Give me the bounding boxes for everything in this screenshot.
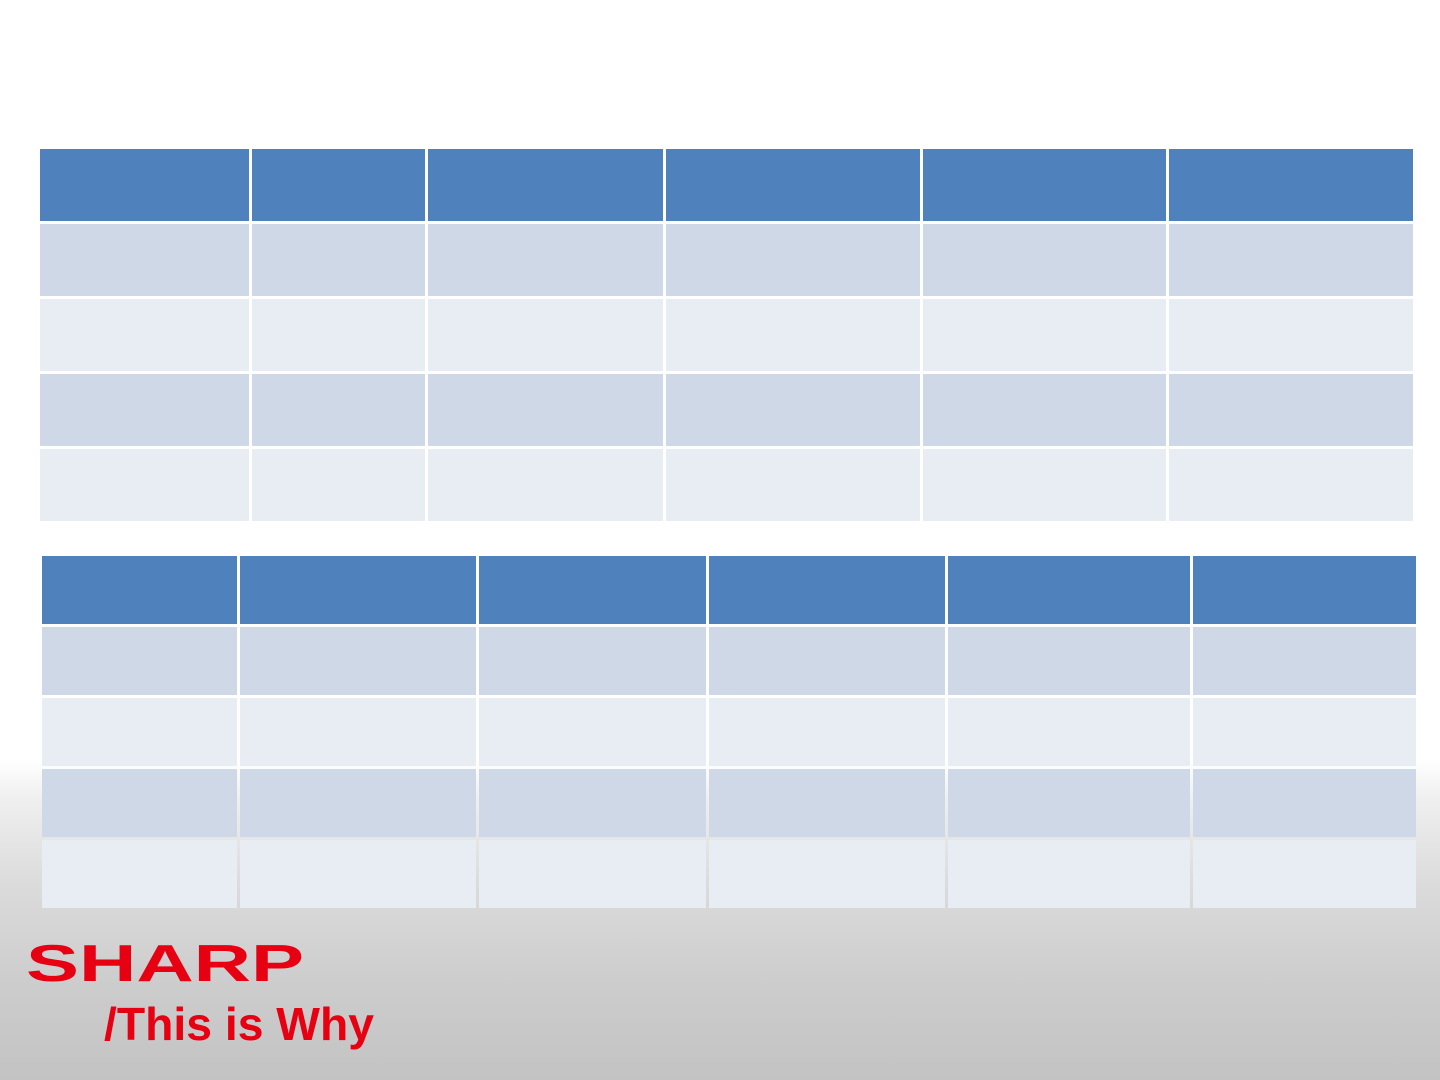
table-cell (948, 769, 1190, 837)
table-cell (709, 769, 945, 837)
top-table (37, 146, 1416, 524)
sharp-wordmark: SHARP (26, 936, 304, 993)
table-cell (42, 698, 237, 766)
table-cell (252, 299, 425, 371)
table-header-cell (1169, 149, 1413, 221)
table-cell (1193, 698, 1416, 766)
table-cell (948, 840, 1190, 908)
table-cell (666, 299, 920, 371)
table-cell (709, 840, 945, 908)
table-cell (1169, 374, 1413, 446)
table-row (42, 627, 1416, 695)
table-cell (948, 627, 1190, 695)
table-row (42, 769, 1416, 837)
table-cell (42, 840, 237, 908)
table-row (40, 299, 1413, 371)
table-header-cell (252, 149, 425, 221)
table-cell (252, 449, 425, 521)
table-cell (709, 698, 945, 766)
table-cell (40, 374, 249, 446)
table-cell (709, 627, 945, 695)
table-cell (923, 299, 1166, 371)
table-header-row (42, 556, 1416, 624)
table-cell (1169, 224, 1413, 296)
table-cell (252, 374, 425, 446)
table-cell (428, 449, 663, 521)
table-header-cell (428, 149, 663, 221)
table-cell (479, 698, 706, 766)
table-cell (240, 769, 476, 837)
sharp-logo-graphic: SHARP /This is Why (26, 936, 374, 1050)
table-cell (1169, 299, 1413, 371)
table-cell (923, 449, 1166, 521)
table-row (42, 698, 1416, 766)
table-cell (666, 224, 920, 296)
table-cell (428, 374, 663, 446)
table-cell (479, 840, 706, 908)
table-header-cell (666, 149, 920, 221)
table-cell (1169, 449, 1413, 521)
table-cell (428, 299, 663, 371)
table-cell (252, 224, 425, 296)
table-header-cell (240, 556, 476, 624)
table-row (42, 840, 1416, 908)
table-cell (666, 374, 920, 446)
table-header-cell (42, 556, 237, 624)
bottom-table (39, 553, 1419, 911)
table-row (40, 449, 1413, 521)
table-cell (923, 374, 1166, 446)
table-header-cell (923, 149, 1166, 221)
table-cell (42, 627, 237, 695)
table-cell (40, 224, 249, 296)
table-header-cell (948, 556, 1190, 624)
table-cell (479, 627, 706, 695)
table-cell (240, 698, 476, 766)
table-header-cell (1193, 556, 1416, 624)
table-cell (923, 224, 1166, 296)
table-cell (40, 449, 249, 521)
table-cell (1193, 769, 1416, 837)
table-cell (666, 449, 920, 521)
table-cell (1193, 840, 1416, 908)
table-header-cell (479, 556, 706, 624)
table-cell (40, 299, 249, 371)
table-header-cell (40, 149, 249, 221)
table-cell (240, 840, 476, 908)
table-header-cell (709, 556, 945, 624)
table-cell (1193, 627, 1416, 695)
sharp-tagline: /This is Why (104, 998, 374, 1050)
table-cell (479, 769, 706, 837)
table-header-row (40, 149, 1413, 221)
table-cell (428, 224, 663, 296)
table-row (40, 374, 1413, 446)
table-cell (42, 769, 237, 837)
table-cell (240, 627, 476, 695)
table-row (40, 224, 1413, 296)
table-cell (948, 698, 1190, 766)
sharp-logo: SHARP /This is Why (26, 936, 386, 1056)
